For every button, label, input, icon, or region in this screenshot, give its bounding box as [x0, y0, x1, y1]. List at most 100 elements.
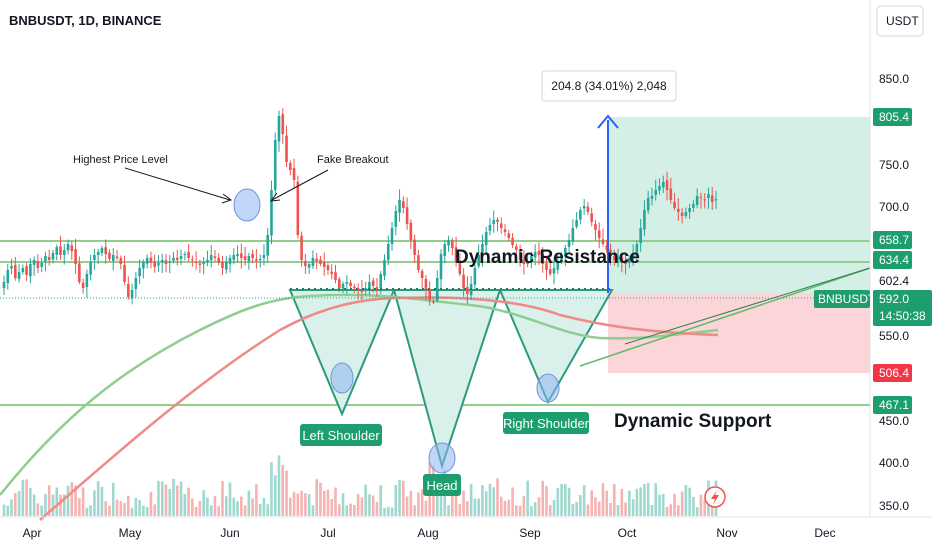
volume-bar — [692, 496, 695, 516]
candle-body — [270, 190, 273, 236]
candle-body — [183, 254, 187, 256]
candle-body — [484, 232, 488, 246]
candle-body — [104, 247, 108, 254]
candle-body — [289, 163, 292, 170]
candle-body — [123, 264, 126, 282]
candle-body — [522, 259, 526, 264]
volume-bar — [537, 497, 541, 516]
volume-bar — [115, 499, 119, 516]
candle-body — [228, 258, 232, 264]
volume-bar — [601, 483, 605, 516]
candle-body — [160, 260, 164, 263]
candle-body — [29, 264, 32, 277]
head-label: Head — [426, 478, 457, 493]
volume-bar — [379, 485, 383, 516]
y-tick-label: 350.0 — [879, 499, 909, 513]
volume-bar — [326, 489, 330, 516]
candle-body — [665, 180, 669, 190]
price-badge-506: 506.4 — [873, 364, 912, 382]
candle-body — [273, 140, 277, 190]
candle-body — [597, 230, 601, 238]
volume-bar — [62, 494, 66, 516]
svg-text:BNBUSDT: BNBUSDT — [818, 292, 876, 306]
volume-bar — [81, 487, 85, 516]
volume-bar — [612, 483, 616, 516]
svg-text:506.4: 506.4 — [879, 366, 909, 380]
volume-bar — [341, 493, 345, 516]
volume-bar — [454, 481, 458, 516]
candle-body — [55, 247, 59, 255]
candle-body — [661, 182, 665, 188]
lightning-icon[interactable] — [704, 486, 726, 508]
volume-bar — [597, 501, 601, 516]
candle-body — [703, 199, 706, 201]
svg-text:592.0: 592.0 — [879, 292, 909, 306]
candle-body — [454, 247, 458, 262]
candle-body — [680, 212, 684, 216]
candle-body — [432, 301, 435, 303]
candle-body — [658, 186, 661, 191]
candle-body — [96, 252, 100, 256]
candle-body — [319, 259, 322, 264]
candle-body — [236, 254, 239, 257]
volume-bar — [567, 487, 571, 516]
head-circle — [428, 442, 456, 474]
candle-body — [413, 239, 416, 255]
volume-bar — [616, 505, 620, 516]
volume-bar — [665, 506, 669, 516]
volume-bar — [217, 506, 221, 516]
volume-bar — [526, 480, 529, 516]
volume-bar — [258, 504, 262, 516]
candle-body — [202, 262, 205, 265]
volume-bar — [364, 484, 367, 516]
volume-bar — [450, 486, 454, 516]
volume-bar — [232, 497, 236, 516]
candle-body — [6, 270, 10, 284]
highest-price-arrow — [124, 167, 231, 201]
volume-bar — [209, 505, 213, 516]
volume-bar — [334, 487, 337, 516]
candle-body — [224, 262, 228, 270]
candle-body — [677, 208, 680, 212]
candle-body — [187, 252, 190, 258]
candle-body — [240, 253, 243, 258]
right-shoulder-label: Right Shoulder — [503, 416, 590, 431]
volume-bar — [138, 499, 141, 516]
volume-bar — [481, 485, 484, 516]
candle-body — [624, 260, 627, 264]
candle-body — [322, 262, 326, 267]
volume-bar — [560, 484, 563, 516]
volume-bar — [511, 487, 514, 516]
candle-body — [616, 258, 620, 259]
currency-button[interactable]: USDT — [876, 5, 924, 37]
volume-bar — [14, 493, 17, 516]
x-tick-label: Nov — [716, 526, 737, 540]
volume-bar — [29, 487, 32, 516]
candle-body — [575, 220, 578, 227]
volume-bar — [337, 504, 341, 516]
candle-body — [548, 269, 552, 274]
measure-text: 204.8 (34.01%) 2,048 — [551, 79, 667, 93]
candle-body — [108, 252, 111, 259]
candle-body — [409, 222, 413, 240]
candle-body — [213, 256, 217, 258]
candle-body — [601, 239, 605, 244]
volume-bar — [669, 504, 673, 516]
volume-bar — [605, 490, 609, 516]
left-shoulder-label: Left Shoulder — [302, 428, 380, 443]
candle-body — [142, 262, 145, 269]
volume-bar — [47, 485, 51, 516]
volume-bar — [371, 495, 375, 516]
candle-body — [379, 274, 383, 289]
volume-bar — [515, 505, 518, 516]
candle-body — [243, 256, 247, 260]
volume-bar — [688, 487, 691, 516]
candle-body — [304, 261, 307, 266]
y-tick-label: 550.0 — [879, 329, 909, 343]
x-tick-label: Dec — [814, 526, 835, 540]
volume-bar — [473, 498, 477, 516]
volume-bar — [398, 480, 401, 516]
candle-body — [650, 196, 654, 199]
volume-bar — [484, 491, 488, 516]
